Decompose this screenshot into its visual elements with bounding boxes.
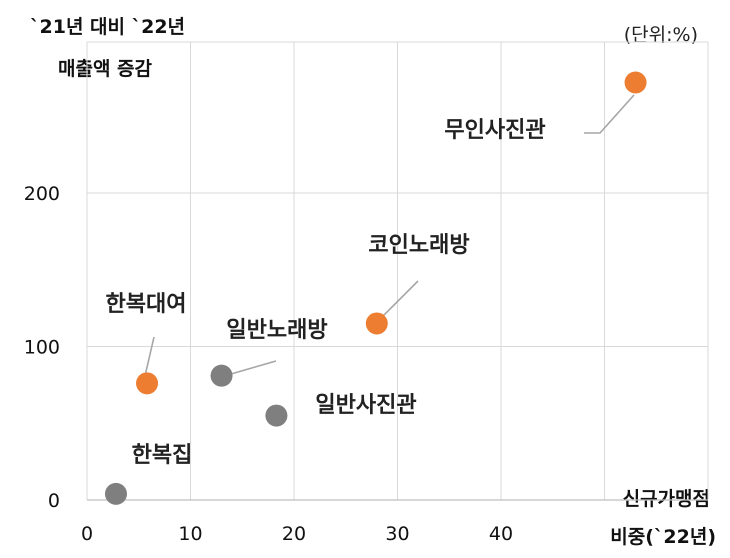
data-point <box>365 312 388 335</box>
data-point <box>210 364 233 387</box>
leader-line <box>584 94 635 134</box>
leader-line <box>377 280 419 322</box>
y-axis-label-line-1: `21년 대비 `22년 <box>30 16 186 38</box>
x-axis-label-line-1: 신규가맹점 <box>622 488 710 510</box>
x-tick-label: 0 <box>81 523 93 545</box>
x-tick-label: 20 <box>282 523 306 545</box>
data-point <box>265 404 288 427</box>
data-point <box>624 71 647 94</box>
x-tick-label: 30 <box>385 523 409 545</box>
y-axis-label-line-2: 매출액 증감 <box>58 58 153 80</box>
y-tick-label: 100 <box>24 337 60 359</box>
x-tick-label: 40 <box>489 523 513 545</box>
data-label: 한복대여 <box>106 292 187 317</box>
y-tick-label: 200 <box>24 183 60 205</box>
unit-label: (단위:%) <box>623 24 698 46</box>
leader-line <box>144 336 155 377</box>
x-tick-label: 10 <box>178 523 202 545</box>
y-tick-label: 0 <box>48 490 60 512</box>
data-point <box>136 372 159 395</box>
data-label: 한복집 <box>132 443 193 468</box>
data-label: 무인사진관 <box>444 118 545 143</box>
data-label: 코인노래방 <box>368 233 469 258</box>
data-label: 일반사진관 <box>315 393 416 418</box>
x-axis-label-line-2: 비중(`22년) <box>610 526 716 548</box>
data-label: 일반노래방 <box>226 318 327 343</box>
data-point <box>104 482 127 505</box>
leader-line <box>223 360 277 377</box>
